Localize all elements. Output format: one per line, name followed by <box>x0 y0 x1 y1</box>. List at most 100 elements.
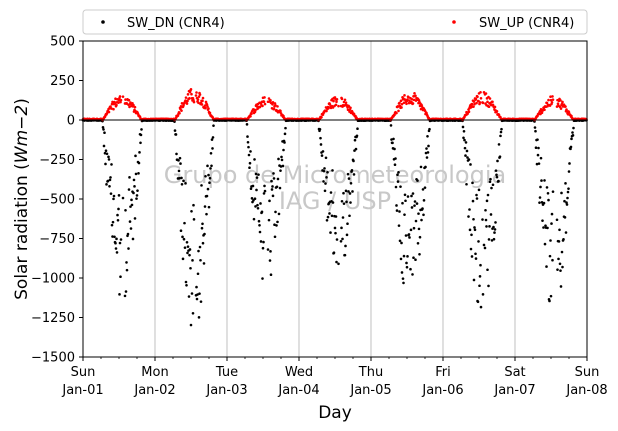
sw-dn-point <box>499 130 503 134</box>
sw-dn-point <box>325 218 329 222</box>
sw-dn-point <box>472 278 476 282</box>
sw-dn-point <box>416 179 419 182</box>
sw-dn-point <box>556 268 559 271</box>
sw-dn-point <box>135 194 139 197</box>
sw-dn-point <box>277 157 280 161</box>
sw-dn-point <box>340 199 344 203</box>
sw-dn-point <box>108 178 112 182</box>
sw-dn-point <box>404 234 408 237</box>
sw-dn-point <box>183 221 186 225</box>
sw-dn-point <box>112 197 115 201</box>
sw-dn-point <box>112 194 116 198</box>
sw-dn-point <box>332 251 336 255</box>
sw-up-point <box>198 93 202 96</box>
sw-dn-point <box>346 222 349 226</box>
sw-dn-point <box>184 182 187 185</box>
sw-dn-point <box>186 251 189 255</box>
sw-up-point <box>185 102 189 105</box>
sw-up-point <box>186 99 189 103</box>
sw-dn-point <box>124 208 127 212</box>
sw-dn-point <box>274 210 277 214</box>
sw-dn-point <box>252 217 256 221</box>
sw-dn-point <box>201 241 205 245</box>
sw-dn-point <box>536 153 540 157</box>
sw-up-point <box>550 101 554 104</box>
sw-up-point <box>484 92 488 95</box>
x-tick-day: Sun <box>71 365 96 380</box>
sw-up-point <box>249 114 252 118</box>
sw-dn-point <box>404 199 407 203</box>
sw-dn-point <box>258 230 262 234</box>
sw-dn-point <box>533 126 537 129</box>
sw-dn-point <box>389 124 393 127</box>
sw-dn-point <box>349 201 352 204</box>
sw-dn-point <box>401 277 405 280</box>
sw-dn-point <box>538 196 542 199</box>
sw-dn-point <box>206 187 210 191</box>
sw-dn-point <box>469 163 472 166</box>
sw-up-point <box>131 101 134 105</box>
sw-dn-point <box>269 250 272 253</box>
sw-up-point <box>184 96 188 99</box>
sw-dn-point <box>473 226 476 229</box>
sw-dn-point <box>245 123 249 126</box>
sw-dn-point <box>258 223 261 227</box>
sw-dn-point <box>396 173 399 177</box>
sw-dn-point <box>465 149 469 153</box>
sw-dn-point <box>391 141 394 145</box>
sw-dn-point <box>395 204 398 207</box>
y-tick-label: −750 <box>39 232 75 247</box>
sw-dn-point <box>491 183 495 187</box>
sw-dn-point <box>400 241 403 245</box>
sw-up-point <box>559 99 562 102</box>
sw-dn-point <box>254 205 257 208</box>
sw-dn-point <box>475 197 479 200</box>
sw-up-point <box>207 107 210 110</box>
sw-dn-point <box>250 197 254 200</box>
sw-dn-point <box>406 255 409 258</box>
sw-up-point <box>325 109 328 113</box>
sw-up-point <box>124 98 127 101</box>
sw-dn-point <box>198 245 202 249</box>
sw-up-point <box>486 100 489 104</box>
sw-dn-point <box>269 273 273 277</box>
legend: SW_DN (CNR4) SW_UP (CNR4) <box>82 9 588 35</box>
sw-dn-point <box>564 231 568 234</box>
sw-dn-point <box>270 188 274 191</box>
sw-up-point <box>271 103 274 106</box>
sw-dn-point <box>199 258 202 262</box>
sw-dn-point <box>348 214 351 218</box>
sw-dn-point <box>117 194 121 197</box>
sw-up-point <box>321 113 325 116</box>
sw-up-point <box>274 104 277 107</box>
sw-dn-point <box>280 158 284 162</box>
sw-dn-point <box>105 183 108 186</box>
sw-up-point <box>254 108 257 112</box>
sw-dn-point <box>190 292 194 295</box>
sw-dn-point <box>399 257 403 261</box>
sw-dn-point <box>493 231 496 234</box>
sw-dn-point <box>339 239 343 243</box>
sw-dn-point <box>195 297 199 301</box>
sw-dn-point <box>329 231 332 234</box>
sw-dn-point <box>427 144 430 148</box>
sw-dn-point <box>569 147 572 151</box>
sw-up-point <box>263 96 266 99</box>
sw-dn-point <box>196 293 199 296</box>
sw-dn-point <box>249 150 252 153</box>
sw-up-point <box>474 97 478 101</box>
sw-dn-point <box>134 172 138 176</box>
sw-dn-point <box>499 134 502 138</box>
sw-dn-point <box>331 201 335 204</box>
sw-dn-point <box>192 218 196 221</box>
sw-dn-point <box>262 240 265 244</box>
sw-dn-point <box>490 186 493 190</box>
sw-dn-point <box>282 148 285 152</box>
sw-dn-point <box>422 213 425 217</box>
sw-up-point <box>206 105 209 108</box>
sw-dn-point <box>498 155 502 158</box>
sw-dn-point <box>331 169 334 172</box>
sw-dn-point <box>476 300 480 304</box>
sw-dn-point <box>478 275 482 278</box>
sw-dn-point <box>330 214 334 218</box>
